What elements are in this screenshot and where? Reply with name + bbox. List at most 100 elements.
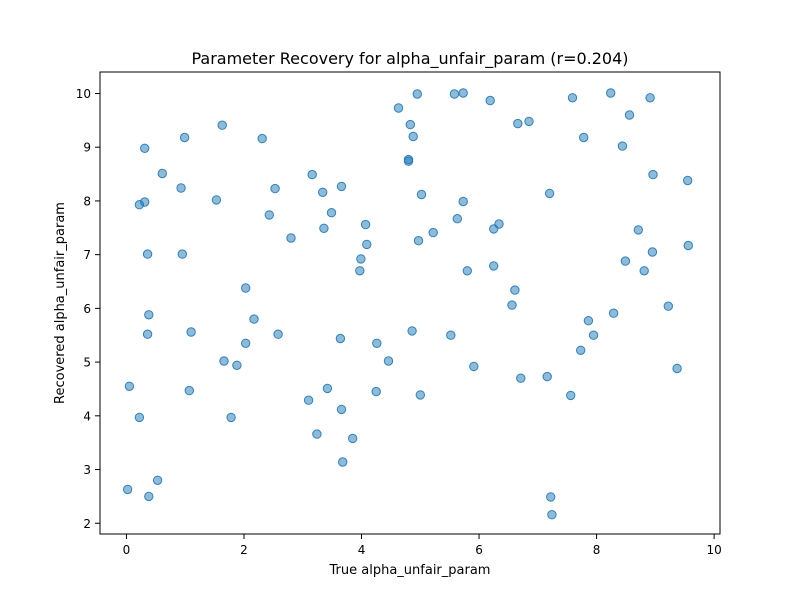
data-point-21 bbox=[232, 360, 242, 370]
y-tick-label: 7 bbox=[83, 248, 91, 262]
data-point-84 bbox=[583, 316, 594, 326]
data-point-36 bbox=[326, 208, 337, 218]
data-point-52 bbox=[405, 119, 415, 130]
data-point-23 bbox=[241, 338, 251, 348]
x-tick-label: 2 bbox=[240, 543, 248, 557]
data-point-58 bbox=[416, 189, 427, 200]
data-point-74 bbox=[516, 373, 526, 383]
data-point-41 bbox=[348, 433, 358, 444]
x-tick-label: 0 bbox=[123, 543, 131, 557]
data-point-33 bbox=[318, 187, 328, 198]
data-point-51 bbox=[403, 154, 414, 165]
data-point-72 bbox=[510, 285, 520, 295]
plot-area-frame bbox=[99, 71, 721, 535]
data-point-14 bbox=[179, 132, 190, 143]
data-point-54 bbox=[408, 131, 418, 142]
data-point-98 bbox=[683, 175, 693, 186]
y-axis: 2 3 4 5 6 7 8 9 10 bbox=[76, 87, 100, 531]
data-point-2 bbox=[134, 412, 145, 423]
data-point-20 bbox=[226, 412, 236, 423]
data-point-67 bbox=[485, 95, 495, 106]
data-point-49 bbox=[393, 103, 404, 113]
data-point-6 bbox=[142, 249, 153, 259]
data-point-43 bbox=[356, 254, 366, 264]
data-point-59 bbox=[428, 227, 438, 238]
data-point-79 bbox=[547, 510, 557, 520]
data-point-75 bbox=[524, 116, 534, 127]
data-point-13 bbox=[177, 249, 188, 259]
data-point-88 bbox=[617, 141, 628, 151]
data-point-8 bbox=[144, 310, 154, 320]
chart-title: Parameter Recovery for alpha_unfair_para… bbox=[191, 49, 628, 69]
data-point-55 bbox=[412, 89, 422, 99]
y-tick-label: 3 bbox=[83, 463, 91, 477]
data-point-0 bbox=[122, 484, 133, 495]
data-point-1 bbox=[124, 381, 135, 391]
data-point-60 bbox=[446, 330, 456, 340]
data-point-28 bbox=[273, 329, 283, 339]
y-tick-label: 6 bbox=[83, 302, 91, 316]
data-point-29 bbox=[286, 233, 296, 243]
data-point-40 bbox=[338, 457, 348, 467]
data-point-85 bbox=[588, 330, 599, 340]
data-point-15 bbox=[184, 385, 195, 396]
data-point-66 bbox=[469, 361, 479, 372]
data-point-94 bbox=[647, 247, 658, 257]
data-point-63 bbox=[458, 88, 468, 98]
data-point-99 bbox=[683, 240, 693, 251]
data-point-61 bbox=[449, 89, 460, 99]
data-point-83 bbox=[579, 132, 589, 143]
data-point-5 bbox=[140, 143, 150, 154]
data-point-4 bbox=[140, 197, 150, 207]
data-point-48 bbox=[383, 356, 394, 366]
data-point-27 bbox=[270, 183, 280, 194]
data-point-57 bbox=[415, 390, 425, 400]
data-point-30 bbox=[303, 395, 314, 405]
data-point-10 bbox=[152, 475, 163, 485]
data-point-86 bbox=[606, 88, 616, 98]
data-point-70 bbox=[494, 219, 504, 229]
data-point-45 bbox=[362, 239, 372, 250]
data-point-97 bbox=[672, 363, 682, 374]
data-point-65 bbox=[462, 266, 472, 276]
data-point-32 bbox=[312, 429, 322, 439]
y-tick-label: 2 bbox=[83, 517, 91, 531]
y-tick-label: 10 bbox=[76, 87, 91, 101]
data-point-92 bbox=[639, 266, 649, 276]
data-point-12 bbox=[176, 183, 186, 193]
data-point-53 bbox=[407, 326, 417, 336]
data-point-96 bbox=[663, 301, 673, 311]
data-point-80 bbox=[566, 390, 576, 401]
y-tick-label: 9 bbox=[83, 141, 91, 155]
data-point-25 bbox=[257, 133, 267, 144]
data-point-11 bbox=[157, 168, 168, 179]
data-point-31 bbox=[307, 169, 317, 180]
data-point-9 bbox=[144, 491, 154, 502]
data-point-89 bbox=[620, 256, 631, 266]
data-point-16 bbox=[186, 327, 196, 337]
data-point-24 bbox=[249, 314, 259, 324]
data-point-19 bbox=[219, 356, 229, 366]
data-point-81 bbox=[567, 93, 578, 103]
x-axis: 0 2 4 6 8 10 bbox=[123, 534, 722, 557]
data-point-39 bbox=[336, 404, 347, 415]
data-point-82 bbox=[576, 345, 586, 355]
data-point-78 bbox=[546, 492, 556, 502]
x-tick-label: 4 bbox=[358, 543, 366, 557]
data-point-62 bbox=[452, 214, 462, 224]
x-tick-label: 8 bbox=[593, 543, 601, 557]
data-point-77 bbox=[544, 188, 555, 199]
data-point-37 bbox=[335, 333, 346, 344]
data-point-34 bbox=[319, 223, 329, 234]
data-point-35 bbox=[322, 383, 333, 394]
data-point-42 bbox=[355, 266, 365, 276]
y-tick-label: 5 bbox=[83, 356, 91, 370]
data-point-56 bbox=[413, 236, 424, 246]
data-point-18 bbox=[217, 120, 227, 130]
y-tick-label: 8 bbox=[83, 194, 91, 208]
data-point-73 bbox=[513, 118, 523, 129]
data-point-38 bbox=[336, 181, 347, 192]
data-point-76 bbox=[542, 371, 552, 382]
